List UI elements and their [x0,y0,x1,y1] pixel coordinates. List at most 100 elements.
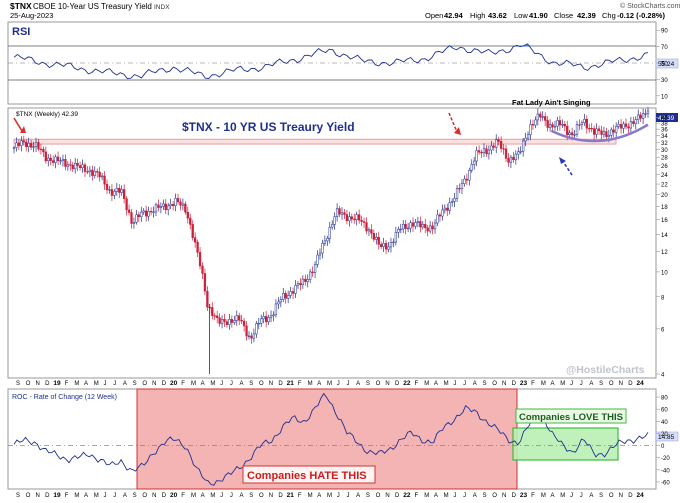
x-axis-label: O [492,381,497,387]
x-axis-label: D [628,381,633,387]
rsi-tick-label: 90 [661,29,668,35]
candle-body [397,228,400,233]
candle-body [338,208,341,215]
candle-body [637,114,640,120]
candle-body [499,141,503,149]
candle-body [27,142,30,147]
x-axis-label: A [434,381,438,387]
x-axis-label: 23 [520,380,528,387]
x-axis-label: A [589,493,593,499]
rsi-axis: 90 70 50 30 10 [656,29,668,100]
candle-body [634,119,637,124]
candle-body [551,124,554,128]
candle-body [245,325,248,337]
x-axis-label: S [133,493,137,499]
candle-body [561,124,564,126]
candle-body [91,169,94,176]
candle-body [544,116,547,121]
candle-body [492,145,495,148]
candle-body [203,273,207,292]
candle-body [113,191,116,196]
x-axis-label: J [337,493,340,499]
candle-body [309,271,312,280]
candle-body [120,189,123,193]
x-axis-label: A [317,381,321,387]
candle-body [64,158,67,167]
candle-body [32,146,35,148]
candle-body [86,171,89,173]
x-axis-label: S [249,493,253,499]
price-tick-label: 14 [661,233,668,239]
candle-body [343,212,346,215]
candle-body [539,113,542,118]
x-axis-label: J [580,493,583,499]
x-axis-label: F [414,493,418,499]
x-axis-label: F [65,381,69,387]
high-value: 43.62 [488,11,507,20]
candle-body [615,126,618,133]
candle-body [135,214,138,223]
candle-body [468,170,471,181]
candle-body [272,314,275,317]
x-axis-label: M [308,493,313,499]
price-tick-label: 10 [661,270,668,276]
candle-body [223,318,226,322]
candle-body [71,164,74,170]
candle-body [355,214,358,221]
price-tick-label: 24 [661,173,668,179]
roc-value-badge-bg [655,431,679,442]
rsi-title: RSI [12,26,30,38]
x-axis-label: S [366,381,370,387]
candle-body [25,141,28,147]
candle-body [29,142,33,148]
candle-body [12,147,16,149]
candle-body [619,124,623,129]
candle-body [566,125,569,135]
candle-body [380,244,383,247]
x-axis-label: J [230,493,233,499]
candle-body [475,150,478,162]
price-tick-label: 38 [661,122,668,128]
x-axis-label: M [94,493,99,499]
rsi-value-badge-bg [655,58,679,69]
candle-body [421,223,424,228]
candle-body [431,225,434,230]
candle-body [301,278,304,285]
x-axis-label: O [376,493,381,499]
candle-body [145,210,148,217]
candle-body [247,335,251,337]
price-tick-label: 16 [661,218,668,224]
high-label: High [470,11,485,20]
x-axis-label: M [74,381,79,387]
x-axis: S O N D 19 F M A M J J A S O N D 20 F M A M J J A S O N D 21 F M A M J J A S… [16,380,644,387]
x-axis-label: M [191,381,196,387]
x-axis-label: M [210,381,215,387]
candle-body [81,164,84,168]
candle-body [162,203,165,207]
x-axis-label: S [366,493,370,499]
candle-body [583,118,586,124]
candle-body [504,148,508,159]
x-axis-label: N [385,381,389,387]
candle-body [142,210,145,213]
candle-body [152,211,155,213]
x-axis-label: S [483,381,487,387]
x-axis-label: F [298,381,302,387]
x-axis-label: 19 [53,380,61,387]
x-axis-label: J [570,381,573,387]
price-tick-label: 28 [661,156,668,162]
x-axis-label: A [123,381,127,387]
x-axis-label: A [317,493,321,499]
x-axis-label: J [113,381,116,387]
price-tick-label: 6 [661,327,665,333]
candle-body [546,120,549,128]
price-panel: $TNX (Weekly) 42.39 $TNX - 10 YR US Trea… [7,98,678,379]
candle-body [362,221,366,223]
x-axis-label: O [376,381,381,387]
x-axis-label: A [356,381,360,387]
x-axis-label: M [74,493,79,499]
x-axis-label: D [512,493,517,499]
candle-body [519,151,522,153]
candle-body [607,135,610,137]
candle-body [17,142,21,146]
